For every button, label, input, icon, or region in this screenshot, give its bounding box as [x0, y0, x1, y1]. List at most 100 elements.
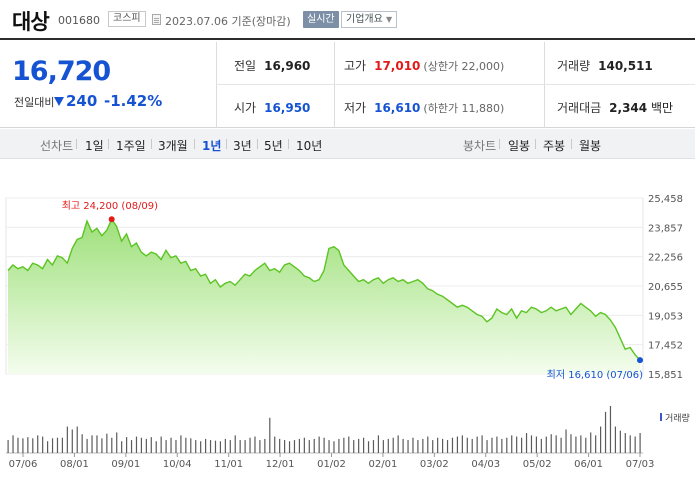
x-tick-label: 11/01 [214, 459, 243, 470]
amount-label: 거래대금 [557, 101, 602, 115]
volume-bar [135, 436, 138, 453]
low-label: 저가 [344, 101, 367, 115]
volume-bar [86, 438, 88, 453]
volume-bar [422, 438, 424, 453]
volume-bar [150, 437, 152, 453]
volume-bar [560, 437, 562, 453]
volume-bar [521, 437, 523, 453]
company-info-dropdown[interactable]: 기업개요 ▼ [341, 11, 398, 28]
document-icon [152, 14, 161, 25]
high-marker [108, 216, 115, 223]
volume-legend: 거래량 [665, 412, 690, 424]
volume-bar [343, 437, 345, 453]
x-tick-label: 08/01 [60, 459, 89, 470]
volume-bar [195, 440, 197, 453]
volume-bar [427, 436, 429, 453]
volume-bar [565, 429, 567, 453]
y-tick-label: 22,256 [648, 253, 683, 264]
volume-bar [42, 436, 44, 453]
divider [216, 42, 217, 128]
period-1y[interactable]: 1년 [202, 139, 222, 153]
volume-bar [446, 440, 449, 453]
volume-bar [451, 437, 454, 453]
period-5y[interactable]: 5년 [264, 139, 283, 153]
volume-bar [575, 436, 577, 453]
volume-bar [180, 435, 182, 453]
x-axis-ticks: 07/06 08/01 09/01 10/04 11/01 12/01 01/02 02/01… [9, 453, 655, 470]
volume-bar [185, 437, 187, 453]
volume-bar [234, 435, 236, 453]
volume-bar [56, 437, 59, 453]
volume-bar [348, 436, 350, 453]
period-3y[interactable]: 3년 [233, 139, 252, 153]
separator [257, 139, 258, 149]
separator [151, 139, 152, 149]
low-annotation: 최저 16,610 (07/06) [547, 369, 643, 381]
volume-bar [121, 441, 123, 453]
volume-bar [22, 438, 24, 453]
y-tick-label: 15,851 [648, 370, 683, 381]
volume-bar [76, 426, 78, 453]
separator [108, 139, 109, 149]
separator [76, 139, 77, 149]
high-annotation: 최고 24,200 (08/09) [62, 200, 158, 212]
high-label: 고가 [344, 59, 367, 73]
candle-weekly[interactable]: 주봉 [543, 139, 566, 153]
change-percent: -1.42% [104, 92, 163, 110]
volume-bar [619, 430, 621, 453]
realtime-button[interactable]: 실시간 [303, 11, 339, 28]
volume-bar [377, 435, 380, 453]
volume-bar [219, 441, 222, 453]
volume-bar [363, 437, 365, 453]
volume-bar [288, 441, 291, 453]
volume-bar [432, 440, 434, 453]
volume-bar [353, 440, 355, 453]
volume-bar [279, 438, 281, 453]
volume-bar [323, 437, 325, 453]
volume-bar [407, 440, 409, 453]
volume-bar [209, 440, 212, 453]
candle-monthly[interactable]: 월봉 [579, 139, 602, 153]
volume-bar [501, 438, 503, 453]
volume-bar [303, 437, 305, 453]
period-10y[interactable]: 10년 [296, 139, 323, 153]
volume-bar [614, 426, 617, 453]
volume-bar [101, 438, 103, 453]
x-tick-label: 07/03 [626, 459, 655, 470]
volume-bar [130, 440, 133, 453]
volume-bar [205, 438, 207, 453]
separator [535, 139, 536, 149]
x-tick-label: 02/01 [369, 459, 398, 470]
volume-bar [442, 438, 444, 453]
volume-bar [437, 437, 439, 453]
volume-bar [496, 436, 498, 453]
candle-chart-label: 봉차트 [463, 139, 497, 153]
stock-name: 대상 [12, 10, 50, 34]
x-tick-label: 09/01 [111, 459, 140, 470]
volume-bar [481, 435, 483, 453]
period-1d[interactable]: 1일 [85, 139, 104, 153]
volume-bar [545, 436, 547, 453]
chart-area-group [7, 216, 643, 374]
period-3m[interactable]: 3개월 [158, 139, 188, 153]
y-axis-ticks: 25,458 23,857 22,256 20,655 19,053 17,452 15,8… [648, 194, 683, 381]
change-value: 240 [66, 92, 98, 110]
volume-bar [639, 433, 641, 453]
y-tick-label: 17,452 [648, 341, 683, 352]
y-tick-label: 25,458 [648, 194, 683, 205]
candle-daily[interactable]: 일봉 [508, 139, 531, 153]
volume-bar [175, 440, 177, 453]
separator [288, 139, 289, 149]
volume-bar [318, 436, 320, 453]
volume-bar [155, 441, 157, 453]
volume-bar [600, 426, 602, 453]
volume-bar [624, 433, 626, 453]
volume-bar [476, 436, 478, 453]
down-arrow-icon [54, 97, 64, 106]
low-marker [637, 357, 643, 364]
amount-unit: 백만 [650, 101, 674, 115]
period-1w[interactable]: 1주일 [116, 139, 146, 153]
separator [571, 139, 572, 149]
volume-bar [466, 437, 468, 453]
volume-bar [27, 437, 29, 453]
